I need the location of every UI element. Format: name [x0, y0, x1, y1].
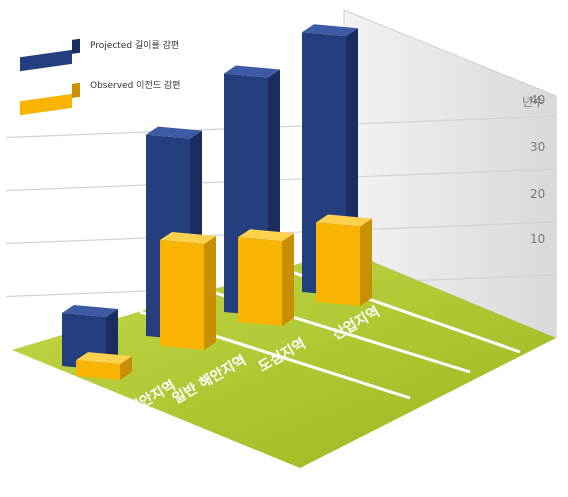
y-tick-label: 10	[530, 232, 545, 246]
bar-observed	[160, 232, 216, 350]
y-tick-label: 20	[530, 187, 545, 201]
legend-label-observed: Observed 이전드 감편	[90, 79, 180, 91]
bars	[62, 24, 372, 380]
bar-observed	[316, 214, 372, 306]
bar-observed	[238, 229, 294, 326]
gridline	[5, 168, 557, 192]
legend-swatch-projected	[20, 49, 72, 72]
legend-swatch-observed	[20, 93, 72, 116]
legend-item-projected: Projected 길이를 감편	[20, 38, 179, 72]
bar-observed	[76, 352, 132, 380]
gridline	[5, 115, 557, 139]
y-ticks: 10 20 30 40	[530, 93, 545, 246]
y-tick-label: 30	[530, 140, 545, 154]
y-tick-label: 40	[530, 93, 545, 107]
legend: Projected 길이를 감편 Observed 이전드 감편	[20, 38, 180, 116]
legend-item-observed: Observed 이전드 감편	[20, 79, 180, 116]
legend-label-projected: Projected 길이를 감편	[90, 39, 179, 51]
y-axis-unit: 년수	[522, 95, 544, 109]
